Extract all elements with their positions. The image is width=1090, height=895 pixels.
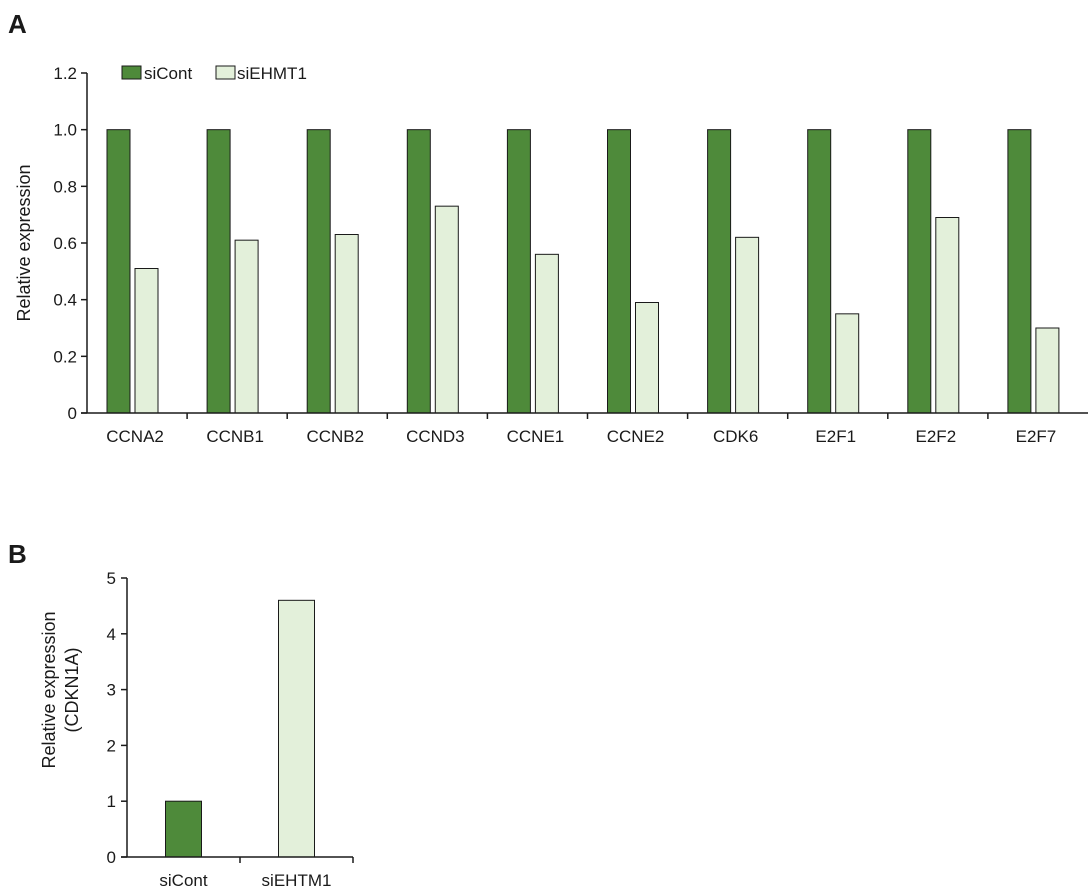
panel-a: A Relative expression siCont siEHMT1 0 0.…	[8, 9, 1088, 446]
bar-siEHMT1-CCND3	[434, 205, 459, 414]
bar-siEHTM1	[278, 599, 315, 858]
y-tick-label: 1.2	[53, 64, 77, 83]
x-tick-label-siCont: siCont	[159, 871, 207, 890]
panel-b-x-ticks: siCont siEHTM1	[159, 857, 354, 890]
bar-siCont-CCNE1	[506, 129, 531, 414]
panel-b-y-axis-title-line2: (CDKN1A)	[62, 647, 82, 732]
bar-siEHMT1-CCNA2	[134, 268, 159, 414]
y-tick-label: 0.4	[53, 291, 77, 310]
x-tick-label-E2F1: E2F1	[815, 427, 856, 446]
legend-label-siCont: siCont	[144, 64, 192, 83]
bar-siEHMT1-CCNB1	[234, 239, 259, 414]
y-tick-label: 1.0	[53, 121, 77, 140]
bar-siCont-CCNE2	[607, 129, 631, 414]
y-tick-label: 2	[107, 736, 116, 755]
bar-siEHMT1-E2F2	[935, 217, 960, 414]
panel-a-y-ticks: 0 0.2 0.4 0.6 0.8 1.0 1.2	[53, 64, 87, 423]
y-tick-label: 5	[107, 569, 116, 588]
bar-siCont-CCND3	[406, 129, 431, 414]
legend-swatch-siEHMT1	[215, 65, 236, 80]
bar-siCont-CDK6	[707, 129, 732, 414]
bar-siCont	[165, 800, 202, 858]
bar-siEHMT1-CCNE2	[635, 302, 659, 414]
bar-siEHMT1-CCNB2	[334, 234, 359, 414]
legend-swatch-siCont	[121, 65, 142, 80]
y-tick-label: 0.2	[53, 347, 77, 366]
bar-siCont-E2F1	[807, 129, 832, 414]
bar-siCont-CCNB1	[206, 129, 231, 414]
panel-a-bars	[106, 129, 1060, 414]
x-tick-label-CCNB1: CCNB1	[206, 427, 264, 446]
panel-b: B Relative expression (CDKN1A) 0 1 2 3 4 5 si…	[8, 539, 354, 890]
bar-siEHMT1-CDK6	[735, 236, 760, 414]
panel-a-y-axis-title: Relative expression	[14, 164, 34, 321]
x-tick-label-E2F2: E2F2	[916, 427, 957, 446]
bar-siEHMT1-CCNE1	[534, 253, 559, 414]
bar-siEHMT1-E2F7	[1035, 327, 1060, 414]
panel-a-legend: siCont siEHMT1	[121, 64, 307, 83]
panel-b-bars	[165, 599, 315, 858]
panel-b-label: B	[8, 539, 27, 569]
bar-siCont-E2F7	[1007, 129, 1032, 414]
panel-b-y-axis-title: Relative expression	[39, 611, 59, 768]
y-tick-label: 0.8	[53, 177, 77, 196]
bar-siCont-CCNB2	[306, 129, 331, 414]
x-tick-label-CCNE2: CCNE2	[607, 427, 665, 446]
bar-siCont-E2F2	[907, 129, 932, 414]
x-tick-label-siEHTM1: siEHTM1	[262, 871, 332, 890]
y-tick-label: 0	[68, 404, 77, 423]
x-tick-label-CDK6: CDK6	[713, 427, 758, 446]
panel-a-label: A	[8, 9, 27, 39]
x-tick-label-E2F7: E2F7	[1016, 427, 1057, 446]
y-tick-label: 4	[107, 625, 116, 644]
panel-b-y-ticks: 0 1 2 3 4 5	[107, 569, 127, 867]
bar-siEHMT1-E2F1	[835, 313, 860, 414]
legend-label-siEHMT1: siEHMT1	[237, 64, 307, 83]
panel-a-x-ticks: CCNA2 CCNB1 CCNB2 CCND3 CCNE1 CCNE2 CDK6 E2F1 E2…	[106, 413, 1056, 446]
x-tick-label-CCNB2: CCNB2	[306, 427, 364, 446]
x-tick-label-CCNE1: CCNE1	[507, 427, 565, 446]
x-tick-label-CCND3: CCND3	[406, 427, 465, 446]
y-tick-label: 0	[107, 848, 116, 867]
x-tick-label-CCNA2: CCNA2	[106, 427, 164, 446]
y-tick-label: 0.6	[53, 234, 77, 253]
bar-siCont-CCNA2	[106, 129, 131, 414]
y-tick-label: 1	[107, 792, 116, 811]
y-tick-label: 3	[107, 681, 116, 700]
